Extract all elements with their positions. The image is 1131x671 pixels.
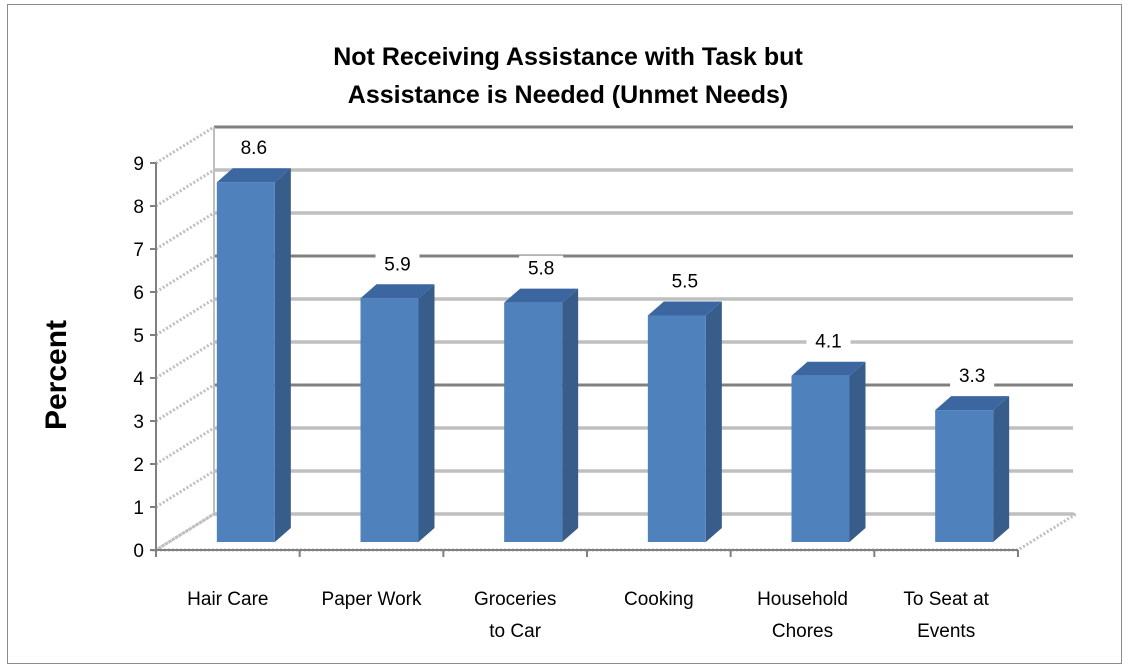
y-tick-label: 3 [133, 412, 144, 433]
y-tick-label: 4 [133, 369, 144, 390]
gridlines [150, 125, 1082, 552]
bar [935, 410, 994, 542]
side-wall-gridline [155, 426, 215, 466]
side-wall-gridline [155, 512, 215, 552]
bar-side [418, 284, 435, 542]
bar [216, 182, 275, 542]
side-wall-gridline [155, 211, 215, 251]
side-wall-gridline [155, 168, 215, 208]
data-label: 5.5 [672, 272, 698, 293]
data-label-bg [231, 135, 276, 160]
chart-title-line: Not Receiving Assistance with Task but [333, 43, 803, 71]
bar-side [993, 396, 1010, 542]
bars [216, 168, 1010, 542]
x-category-labels: Hair Care Paper Work Groceries to Car Cookin… [187, 589, 989, 642]
data-label: 3.3 [959, 366, 985, 387]
x-category-label: Events [917, 621, 975, 642]
side-wall-gridline [155, 469, 215, 509]
data-label: 5.8 [528, 259, 554, 280]
y-tick-label: 6 [133, 283, 144, 304]
data-label-bg [806, 328, 851, 353]
bar [791, 375, 850, 542]
bar-chart: 0 1 2 3 4 5 6 7 8 9 Hair Care Paper Work Groceries t… [40, 43, 1082, 642]
data-label: 4.1 [815, 332, 841, 353]
x-category-label: Paper Work [322, 589, 422, 610]
y-axis-label: Percent [40, 320, 73, 430]
data-label-bg [662, 268, 707, 293]
data-label: 8.6 [241, 138, 267, 159]
side-wall-gridline [155, 383, 215, 423]
y-tick-label: 0 [133, 541, 144, 562]
x-category-label: Cooking [624, 589, 694, 610]
bar-top [216, 168, 291, 183]
chart-frame: 0 1 2 3 4 5 6 7 8 9 Hair Care Paper Work Groceries t… [7, 4, 1122, 664]
data-label-bg [950, 363, 995, 388]
y-tick-label: 5 [133, 326, 144, 347]
chart-title-line: Assistance is Needed (Unmet Needs) [348, 81, 788, 109]
side-wall-gridline [155, 125, 215, 165]
y-tick-label: 9 [133, 154, 144, 175]
bar-top [935, 396, 1010, 411]
y-tick-label: 2 [133, 455, 144, 476]
bar-top [360, 284, 435, 299]
chart-title: Not Receiving Assistance with Task but As… [333, 43, 803, 109]
bar [647, 315, 706, 542]
bar-side [562, 288, 579, 542]
side-wall-gridline [155, 254, 215, 294]
data-label-bg [375, 251, 420, 276]
y-tick-label: 7 [133, 240, 144, 261]
x-category-label: to Car [489, 621, 541, 642]
bar-top [791, 361, 866, 376]
x-category-label: Chores [772, 621, 833, 642]
y-tick-label: 8 [133, 197, 144, 218]
x-category-label: Hair Care [187, 589, 268, 610]
bar-top [504, 288, 579, 303]
x-category-label: Household [757, 589, 848, 610]
x-category-label: To Seat at [903, 589, 989, 610]
side-wall-gridline [155, 297, 215, 337]
data-labels: 8.6 5.9 5.8 5.5 4.1 3.3 [231, 135, 995, 388]
bar [504, 302, 563, 542]
y-tick-label: 1 [133, 498, 144, 519]
bar-side [705, 301, 722, 542]
x-category-label: Groceries [474, 589, 556, 610]
y-tick-labels: 0 1 2 3 4 5 6 7 8 9 [133, 154, 144, 562]
bar-side [849, 361, 866, 542]
bar [360, 298, 419, 542]
data-label-bg [519, 255, 564, 280]
y-axis-title: Percent [40, 320, 73, 430]
bar-top [647, 301, 722, 316]
data-label: 5.9 [384, 254, 410, 275]
bar-side [274, 168, 291, 542]
axes [150, 162, 1019, 557]
side-wall-gridline [155, 340, 215, 380]
